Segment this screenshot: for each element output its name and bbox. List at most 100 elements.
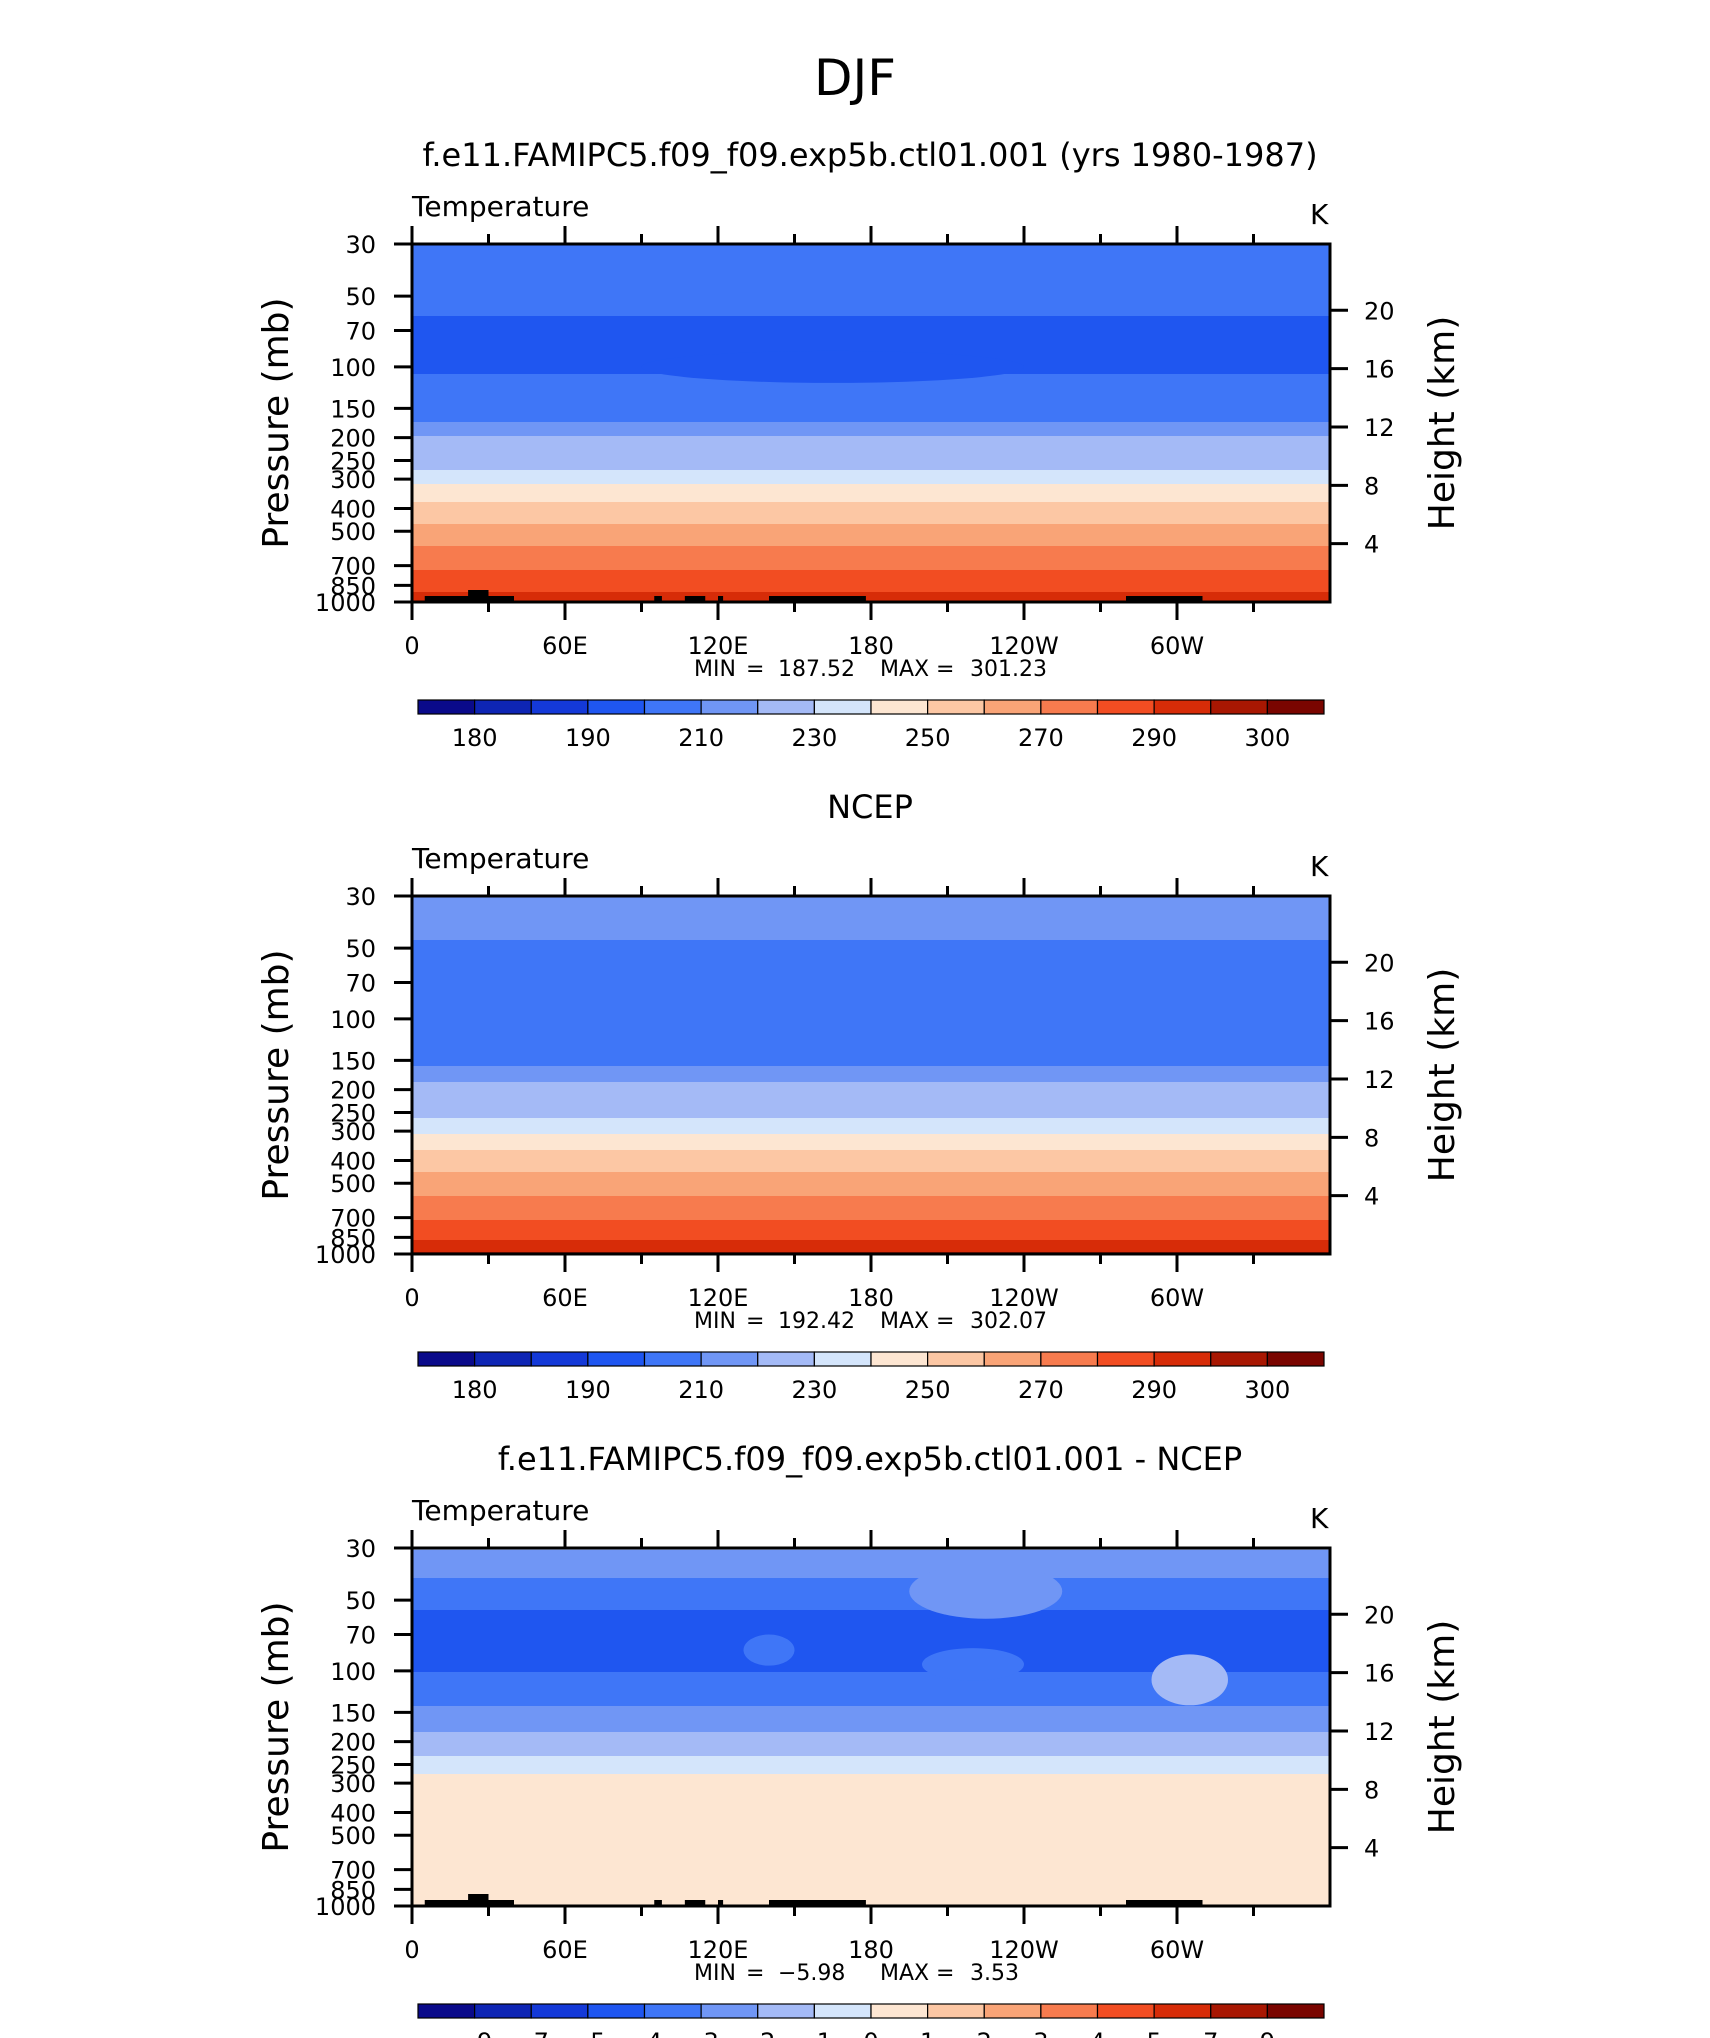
y-axis-title: Pressure (mb): [256, 297, 297, 548]
y-right-tick-label: 8: [1364, 1124, 1379, 1152]
colorbar-swatch: [927, 2003, 985, 2019]
colorbar-swatch: [1153, 1351, 1212, 1367]
y-tick-label: 700: [330, 1857, 376, 1885]
contour-band: [412, 896, 1330, 941]
y-axis-title: Pressure (mb): [256, 949, 297, 1200]
colorbar-label: 300: [1244, 724, 1290, 752]
x-tick-label: 60W: [1150, 1936, 1204, 1964]
y-tick-label: 400: [330, 495, 376, 523]
contour-band: [412, 524, 1330, 547]
x-tick-label: 120E: [688, 632, 749, 660]
x-tick-label: 60W: [1150, 632, 1204, 660]
x-tick-label: 120E: [688, 1284, 749, 1312]
terrain-block: [769, 596, 866, 602]
y-tick-label: 50: [345, 1587, 376, 1615]
y-tick-label: 500: [330, 1822, 376, 1850]
contour-band: [412, 1240, 1330, 1253]
y-right-axis-title: Height (km): [1422, 968, 1463, 1182]
stat-equals: =: [936, 657, 954, 682]
contour-fill: [412, 896, 1330, 1255]
y-right-axis-title: Height (km): [1422, 1620, 1463, 1834]
y-tick-label: 200: [330, 425, 376, 453]
y-tick-label: 150: [330, 1047, 376, 1075]
colorbar-label: 210: [678, 724, 724, 752]
stat-equals: =: [936, 1309, 954, 1334]
colorbar-label: 190: [565, 1376, 611, 1404]
y-right-tick-label: 4: [1364, 531, 1379, 559]
variable-label: Temperature: [411, 842, 589, 875]
colorbar-swatch: [474, 699, 532, 715]
colorbar-label: 0: [863, 2028, 878, 2038]
y-tick-label: 300: [330, 466, 376, 494]
y-tick-label: 250: [330, 1099, 376, 1127]
colorbar-label: −3: [683, 2028, 718, 2038]
y-tick-label: 100: [330, 1658, 376, 1686]
colorbar-swatch: [870, 1351, 929, 1367]
colorbar-label: 210: [678, 1376, 724, 1404]
panel-title: f.e11.FAMIPC5.f09_f09.exp5b.ctl01.001 (y…: [422, 136, 1317, 174]
y-right-tick-label: 16: [1364, 356, 1395, 384]
terrain-block: [480, 596, 514, 602]
y-right-tick-label: 4: [1364, 1183, 1379, 1211]
contour-band: [412, 1082, 1330, 1119]
colorbar-label: −2: [740, 2028, 775, 2038]
y-tick-label: 700: [330, 553, 376, 581]
terrain-block: [718, 596, 724, 602]
panel-3: f.e11.FAMIPC5.f09_f09.exp5b.ctl01.001 - …: [256, 1440, 1463, 2038]
contour-band: [412, 1732, 1330, 1757]
colorbar-label: 2: [977, 2028, 992, 2038]
x-tick-label: 120W: [989, 1284, 1059, 1312]
contour-band: [412, 1134, 1330, 1151]
contour-patch: [909, 1563, 1063, 1619]
y-tick-label: 250: [330, 1751, 376, 1779]
colorbar-label: 3: [1033, 2028, 1048, 2038]
terrain-block: [424, 1900, 481, 1906]
y-right-tick-label: 8: [1364, 472, 1379, 500]
contour-cold-core: [641, 350, 1024, 383]
colorbar-swatch: [417, 1351, 476, 1367]
stat-max-label: MAX: [880, 1961, 929, 1986]
colorbar-label: −7: [514, 2028, 549, 2038]
stat-equals: =: [936, 1961, 954, 1986]
colorbar-swatch: [983, 2003, 1042, 2019]
terrain-block: [1126, 596, 1203, 602]
colorbar-swatch: [1040, 699, 1099, 715]
y-right-tick-label: 4: [1364, 1835, 1379, 1863]
colorbar-swatch: [700, 699, 759, 715]
colorbar-swatch: [983, 1351, 1042, 1367]
terrain-block: [769, 1900, 866, 1906]
contour-fill: [412, 1548, 1330, 1907]
colorbar-swatch: [1096, 2003, 1155, 2019]
contour-band: [412, 546, 1330, 571]
contour-band: [412, 1196, 1330, 1221]
colorbar-swatch: [530, 1351, 589, 1367]
colorbar-swatch: [813, 699, 872, 715]
y-tick-label: 100: [330, 1006, 376, 1034]
contour-band: [412, 1550, 1330, 1579]
y-tick-label: 250: [330, 447, 376, 475]
contour-patch: [960, 1817, 1063, 1847]
stat-max-label: MAX: [880, 1309, 929, 1334]
colorbar-swatch: [587, 1351, 646, 1367]
colorbar-label: 5: [1146, 2028, 1161, 2038]
colorbar-swatch: [870, 699, 929, 715]
colorbar-swatch: [643, 2003, 702, 2019]
contour-patch: [1126, 1883, 1216, 1900]
colorbar-swatch: [1266, 1351, 1325, 1367]
colorbar-label: 180: [452, 724, 498, 752]
colorbar-label: 270: [1018, 1376, 1064, 1404]
stat-max-value: 3.53: [970, 1961, 1019, 1986]
terrain-block: [718, 1900, 724, 1906]
y-tick-label: 150: [330, 1699, 376, 1727]
y-tick-label: 300: [330, 1118, 376, 1146]
x-tick-label: 60E: [542, 1284, 588, 1312]
colorbar-swatch: [530, 2003, 589, 2019]
stat-equals: =: [746, 657, 764, 682]
y-tick-label: 400: [330, 1147, 376, 1175]
y-tick-label: 200: [330, 1077, 376, 1105]
variable-label: Temperature: [411, 1494, 589, 1527]
stat-max-value: 302.07: [970, 1309, 1047, 1334]
y-tick-label: 50: [345, 283, 376, 311]
colorbar-label: 230: [791, 724, 837, 752]
